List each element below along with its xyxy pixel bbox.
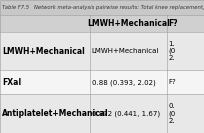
Text: LMWH+Mechanical: LMWH+Mechanical bbox=[2, 47, 85, 56]
Text: 0.872 (0.441, 1.67): 0.872 (0.441, 1.67) bbox=[92, 110, 160, 117]
Text: Antiplatelet+Mechanical: Antiplatelet+Mechanical bbox=[2, 109, 109, 118]
Text: Table F7.5   Network meta-analysis pairwise results: Total knee replacement, int: Table F7.5 Network meta-analysis pairwis… bbox=[2, 5, 204, 10]
Text: LMWH+Mechanical: LMWH+Mechanical bbox=[87, 19, 170, 28]
Text: 1.
(0
2.: 1. (0 2. bbox=[168, 41, 176, 61]
Text: 0.88 (0.393, 2.02): 0.88 (0.393, 2.02) bbox=[92, 79, 156, 86]
Text: F?: F? bbox=[168, 19, 178, 28]
Text: 0.
(0
2.: 0. (0 2. bbox=[168, 103, 176, 124]
Text: F?: F? bbox=[168, 79, 176, 85]
Text: FXaI: FXaI bbox=[2, 78, 21, 87]
Text: LMWH+Mechanical: LMWH+Mechanical bbox=[92, 48, 159, 54]
